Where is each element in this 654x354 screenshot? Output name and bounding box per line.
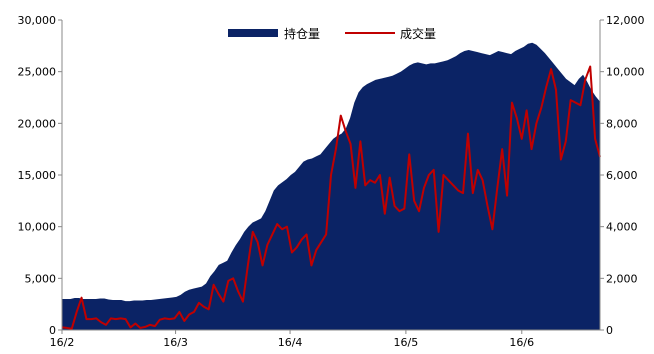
volume-line <box>61 65 601 330</box>
y-right-tick-label: 10,000 <box>606 66 645 79</box>
y-right-tick-label: 2,000 <box>606 272 638 285</box>
y-right-tick-label: 12,000 <box>606 14 645 27</box>
y-right-tick-label: 6,000 <box>606 169 638 182</box>
legend-label-open-interest: 持仓量 <box>284 26 320 41</box>
axes-layer: 0 5,000 10,000 15,000 20,000 25,000 30,000 0 2,0… <box>18 14 645 349</box>
legend-swatch-open-interest <box>228 29 278 37</box>
volume-line-layer <box>61 65 601 330</box>
y-left-tick-label: 25,000 <box>18 66 57 79</box>
y-right-tick-label: 4,000 <box>606 221 638 234</box>
y-left-tick-label: 15,000 <box>18 169 57 182</box>
y-left-tick-label: 10,000 <box>18 221 57 234</box>
y-left-tick-label: 0 <box>49 324 56 337</box>
y-left-tick-label: 5,000 <box>25 272 57 285</box>
x-tick-label: 16/4 <box>278 336 303 349</box>
x-tick-label: 16/2 <box>50 336 75 349</box>
legend: 持仓量 成交量 <box>228 26 436 41</box>
y-right-tick-label: 8,000 <box>606 117 638 130</box>
x-tick-label: 16/5 <box>394 336 419 349</box>
x-tick-label: 16/6 <box>509 336 534 349</box>
x-tick-label: 16/3 <box>163 336 188 349</box>
y-right-tick-label: 0 <box>606 324 613 337</box>
y-left-tick-label: 20,000 <box>18 117 57 130</box>
legend-label-volume: 成交量 <box>400 26 436 41</box>
y-left-tick-label: 30,000 <box>18 14 57 27</box>
